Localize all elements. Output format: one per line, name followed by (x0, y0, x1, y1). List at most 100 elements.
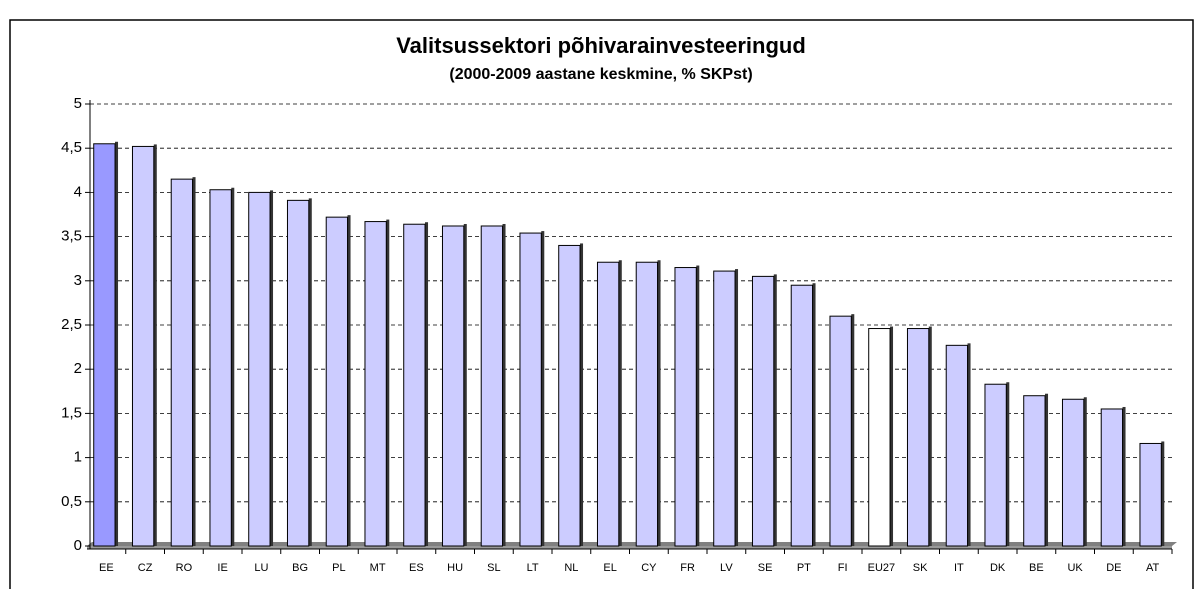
x-tick-label: AT (1146, 562, 1160, 574)
bar-side (425, 222, 429, 546)
bar (1061, 398, 1085, 547)
bar (1139, 442, 1162, 547)
x-tick-label: IT (954, 562, 964, 574)
bar (829, 315, 852, 547)
bar (131, 145, 155, 547)
bar (558, 244, 581, 547)
x-tick-label: LV (720, 562, 733, 574)
y-tick-label: 0 (74, 537, 82, 554)
chart-subtitle: (2000-2009 aastane keskmine, % SKPst) (449, 66, 752, 83)
bar-side (231, 187, 235, 547)
bar (403, 223, 426, 547)
y-tick-label: 4,5 (61, 139, 82, 156)
bar-side (463, 223, 467, 546)
floor (87, 542, 1177, 546)
bar-side (812, 283, 816, 546)
bar (635, 261, 659, 547)
bar-side (386, 219, 390, 546)
y-tick-label: 0,5 (61, 493, 82, 510)
bar-side (115, 141, 119, 546)
bar (364, 221, 387, 547)
bar-side (967, 343, 971, 546)
x-tick-label: LT (527, 562, 539, 574)
bar-side (502, 223, 506, 546)
bar (945, 344, 969, 547)
x-tick-label: EE (99, 562, 114, 574)
x-tick-label: ES (409, 562, 424, 574)
bar (906, 328, 930, 547)
x-tick-label: BE (1029, 562, 1044, 574)
bar-side (618, 260, 622, 546)
x-tick-label: PT (797, 562, 811, 574)
bar-side (890, 326, 894, 546)
bar-side (153, 144, 157, 546)
x-tick-label: CZ (138, 562, 153, 574)
x-tick-label: PL (332, 562, 345, 574)
y-tick-label: 3,5 (61, 228, 82, 245)
bar (674, 267, 697, 547)
x-tick-label: RO (176, 562, 193, 574)
bar-side (696, 265, 700, 546)
bar (790, 284, 814, 547)
x-tick-label: DK (990, 562, 1006, 574)
bar (984, 383, 1007, 547)
bar (868, 328, 891, 547)
bars (93, 141, 1165, 547)
bar (325, 216, 349, 547)
bar-side (580, 243, 584, 546)
bar-side (1045, 393, 1049, 546)
bar-side (1161, 441, 1165, 546)
chart-frame (9, 19, 1194, 589)
x-tick-label: LU (254, 562, 268, 574)
bar (480, 225, 504, 547)
x-tick-label: EL (603, 562, 616, 574)
bar-side (851, 314, 855, 546)
bar-side (192, 177, 196, 546)
bar (596, 261, 620, 547)
y-tick-label: 3 (74, 272, 82, 289)
bar (751, 275, 775, 547)
bar-side (1083, 397, 1087, 546)
x-tick-label: CY (641, 562, 657, 574)
bar-side (308, 198, 312, 546)
x-tick-label: SK (913, 562, 928, 574)
x-tick-label: EU27 (868, 562, 896, 574)
chart-title: Valitsussektori põhivarainvesteeringud (396, 33, 806, 58)
bar (209, 189, 232, 547)
x-tick-label: BG (292, 562, 308, 574)
y-tick-label: 4 (74, 183, 82, 200)
y-tick-label: 2,5 (61, 316, 82, 333)
bar-side (735, 269, 739, 546)
bar-side (347, 215, 351, 547)
x-tick-label: MT (370, 562, 386, 574)
x-tick-label: DE (1106, 562, 1121, 574)
bar (713, 270, 736, 547)
bar (441, 225, 465, 547)
bar-side (541, 231, 545, 546)
y-tick-label: 1,5 (61, 404, 82, 421)
bar (170, 178, 194, 547)
y-tick-label: 1 (74, 449, 82, 466)
bar (286, 199, 310, 547)
floor-edge (87, 546, 1172, 549)
x-tick-label: IE (217, 562, 227, 574)
bar-side (773, 274, 777, 546)
bar-side (1006, 382, 1010, 546)
x-tick-label: SL (487, 562, 500, 574)
x-tick-label: SE (758, 562, 773, 574)
bar-side (657, 260, 661, 546)
y-tick-label: 5 (74, 95, 82, 112)
bar (1023, 395, 1046, 547)
bar (248, 191, 271, 547)
bar (519, 232, 542, 547)
bar (1100, 408, 1124, 547)
y-tick-label: 2 (74, 360, 82, 377)
x-tick-label: NL (564, 562, 578, 574)
x-tick-label: FI (838, 562, 848, 574)
bar-side (270, 190, 274, 546)
bar (93, 143, 116, 547)
x-tick-label: FR (680, 562, 695, 574)
x-tick-label: UK (1067, 562, 1083, 574)
x-tick-label: HU (447, 562, 463, 574)
